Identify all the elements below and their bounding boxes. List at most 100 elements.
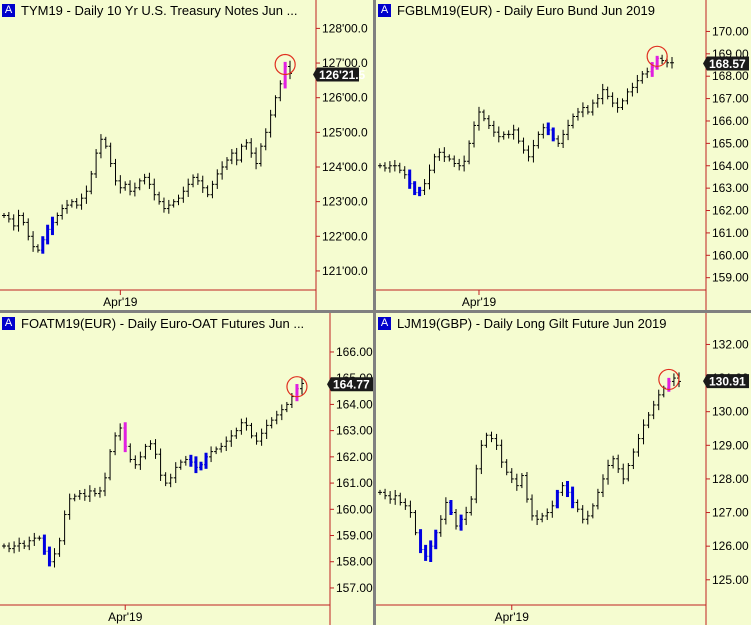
ohlc-bar <box>40 236 45 254</box>
chart-badge[interactable]: A <box>378 3 391 17</box>
ohlc-bar <box>215 169 220 189</box>
ohlc-bar <box>239 418 244 435</box>
ohlc-bar <box>408 500 413 518</box>
ohlc-bar <box>35 244 40 253</box>
price-chart: 125.00126.00127.00128.00129.00130.00131.… <box>376 313 749 625</box>
ohlc-bar <box>113 158 118 186</box>
last-price-label: 126'21.5 <box>319 68 366 82</box>
ohlc-bar <box>383 488 388 500</box>
ohlc-bar <box>670 57 674 69</box>
ohlc-bar <box>496 126 501 143</box>
ohlc-bar <box>254 432 259 445</box>
ohlc-bar <box>655 55 660 70</box>
ohlc-bar <box>561 129 566 148</box>
ohlc-bar <box>636 433 641 457</box>
ohlc-bar <box>113 432 118 456</box>
ohlc-bar <box>392 160 397 172</box>
y-tick-label: 125.00 <box>712 573 749 587</box>
ohlc-bar <box>244 139 249 150</box>
ohlc-bar <box>128 443 133 463</box>
y-tick-label: 167.00 <box>712 92 749 106</box>
ohlc-bar <box>651 400 656 420</box>
ohlc-bar <box>188 454 193 467</box>
ohlc-bar <box>641 419 646 445</box>
ohlc-bar <box>606 459 611 485</box>
ohlc-bar <box>484 432 489 448</box>
chart-badge[interactable]: A <box>2 3 15 17</box>
ohlc-bar <box>94 149 99 179</box>
ohlc-bar <box>52 548 57 568</box>
ohlc-bar <box>103 136 108 149</box>
last-price-tag <box>703 56 749 71</box>
ohlc-bar <box>183 455 188 466</box>
ohlc-bar <box>412 181 417 196</box>
ohlc-bar <box>108 449 113 481</box>
ohlc-bar <box>393 489 398 505</box>
price-chart: 121'00.0 122'00.0 123'00.0 124'00.0 125'00.0… <box>0 0 368 310</box>
ohlc-bar <box>193 456 198 474</box>
last-price-label: 130.91 <box>709 375 746 389</box>
ohlc-bar <box>204 452 209 469</box>
ohlc-bar <box>541 123 546 139</box>
ohlc-bar <box>16 209 21 232</box>
ohlc-bar <box>464 506 469 526</box>
ohlc-bar <box>118 423 123 441</box>
ohlc-bar <box>205 185 210 198</box>
ohlc-bar <box>178 459 183 470</box>
ohlc-bar <box>173 462 178 484</box>
ohlc-bar <box>123 422 128 453</box>
ohlc-bar <box>219 442 224 453</box>
ohlc-bar <box>491 120 496 137</box>
signal-circle-marker <box>646 45 668 67</box>
ohlc-bar <box>580 505 585 524</box>
chart-title-text: FOATM19(EUR) - Daily Euro-OAT Futures Ju… <box>21 315 305 331</box>
ohlc-bar <box>443 497 448 525</box>
chart-title: A LJM19(GBP) - Daily Long Gilt Future Ju… <box>378 315 667 331</box>
y-tick-label: 159.00 <box>336 529 373 543</box>
ohlc-bar <box>57 537 62 557</box>
ohlc-bar <box>646 412 651 429</box>
ohlc-bar <box>72 493 77 502</box>
y-tick-label: 162.00 <box>336 450 373 464</box>
ohlc-bar <box>671 373 676 387</box>
ohlc-bar <box>12 541 17 554</box>
ohlc-bar <box>432 153 437 174</box>
chart-panel-tym19[interactable]: A TYM19 - Daily 10 Yr U.S. Treasury Note… <box>0 0 373 310</box>
ohlc-bar <box>442 147 447 162</box>
ohlc-bar <box>27 536 32 551</box>
y-tick-label: 126'00.0 <box>322 91 368 105</box>
ohlc-bar <box>6 211 11 223</box>
ohlc-bar <box>26 218 31 241</box>
ohlc-bar <box>17 537 22 552</box>
chart-badge[interactable]: A <box>378 316 391 330</box>
ohlc-bar <box>209 446 214 463</box>
ohlc-bar <box>526 145 531 162</box>
chart-panel-foatm19[interactable]: A FOATM19(EUR) - Daily Euro-OAT Futures … <box>0 313 373 625</box>
chart-badge[interactable]: A <box>2 316 15 330</box>
ohlc-bar <box>413 510 418 536</box>
ohlc-bar <box>269 417 274 429</box>
ohlc-bar <box>454 508 459 530</box>
ohlc-bar <box>300 377 304 395</box>
y-tick-label: 170.00 <box>712 24 749 38</box>
ohlc-bar <box>474 464 479 504</box>
y-tick-label: 161.00 <box>336 476 373 490</box>
chart-panel-fgblm19[interactable]: A FGBLM19(EUR) - Daily Euro Bund Jun 201… <box>376 0 751 310</box>
ohlc-bar <box>545 508 550 521</box>
y-tick-label: 124'00.0 <box>322 160 368 174</box>
ohlc-bar <box>60 204 65 220</box>
ohlc-bar <box>595 93 600 108</box>
ohlc-bar <box>7 542 12 553</box>
chart-panel-ljm19[interactable]: A LJM19(GBP) - Daily Long Gilt Future Ju… <box>376 313 751 625</box>
ohlc-bar <box>22 540 27 550</box>
ohlc-bar <box>258 143 263 167</box>
y-tick-label: 128'00.0 <box>322 21 368 35</box>
signal-circle-marker <box>286 376 308 398</box>
ohlc-bar <box>630 82 635 97</box>
ohlc-bar <box>590 99 595 116</box>
ohlc-bar <box>459 514 464 531</box>
x-tick-label: Apr'19 <box>108 610 143 624</box>
ohlc-bar <box>191 174 196 188</box>
ohlc-bar <box>535 510 540 526</box>
ohlc-bar <box>69 199 74 208</box>
